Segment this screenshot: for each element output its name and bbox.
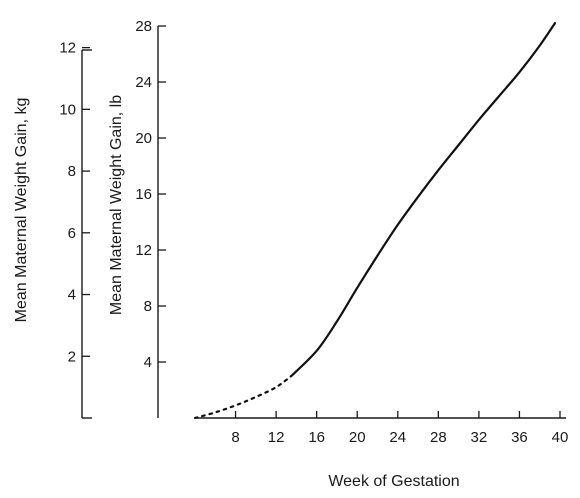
x-tick-label: 12 <box>268 429 285 446</box>
x-tick-label: 8 <box>231 429 239 446</box>
lb-tick-label: 28 <box>135 18 152 35</box>
lb-tick-label: 16 <box>135 186 152 203</box>
series-line-main <box>290 22 557 378</box>
kg-tick-label: 8 <box>68 163 76 180</box>
x-tick-label: 24 <box>389 429 406 446</box>
x-axis-ticks: 8 12 16 20 24 28 32 36 40 <box>231 411 568 446</box>
kg-tick-label: 12 <box>59 40 76 57</box>
kg-tick-label: 6 <box>68 225 76 242</box>
x-tick-label: 40 <box>552 429 569 446</box>
lb-tick-label: 8 <box>144 298 152 315</box>
x-tick-label: 32 <box>471 429 488 446</box>
lb-tick-label: 20 <box>135 130 152 147</box>
lb-axis-ticks: 4 8 12 16 20 24 28 <box>135 18 166 371</box>
x-tick-label: 28 <box>430 429 447 446</box>
lb-tick-label: 4 <box>144 354 152 371</box>
series-layer <box>193 22 557 420</box>
lb-tick-label: 12 <box>135 242 152 259</box>
kg-axis-title: Mean Maternal Weight Gain, kg <box>13 98 30 323</box>
kg-tick-label: 4 <box>68 287 76 304</box>
kg-tick-label: 2 <box>68 348 76 365</box>
series-line-early-dotted <box>193 374 293 420</box>
kg-tick-label: 10 <box>59 101 76 118</box>
lb-tick-label: 24 <box>135 74 152 91</box>
lb-axis-title: Mean Maternal Weight Gain, lb <box>108 95 125 315</box>
x-tick-label: 20 <box>349 429 366 446</box>
axes <box>81 26 566 419</box>
x-tick-label: 36 <box>511 429 528 446</box>
kg-axis-ticks: 2 4 6 8 10 12 <box>59 40 90 365</box>
x-tick-label: 16 <box>308 429 325 446</box>
x-axis-title: Week of Gestation <box>328 473 459 490</box>
